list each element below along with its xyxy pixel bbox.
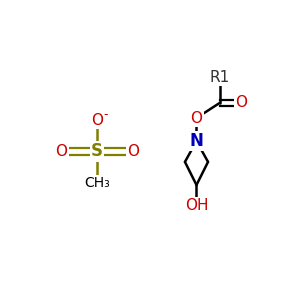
Text: OH: OH (185, 198, 208, 213)
Text: CH₃: CH₃ (84, 176, 110, 190)
Text: R1: R1 (209, 70, 230, 85)
Text: O: O (190, 110, 202, 125)
Text: O: O (236, 95, 247, 110)
Text: O: O (56, 144, 67, 159)
Text: S: S (91, 142, 103, 160)
Text: -: - (104, 108, 108, 121)
Text: O: O (127, 144, 139, 159)
Text: O: O (91, 113, 103, 128)
Text: N: N (190, 132, 203, 150)
